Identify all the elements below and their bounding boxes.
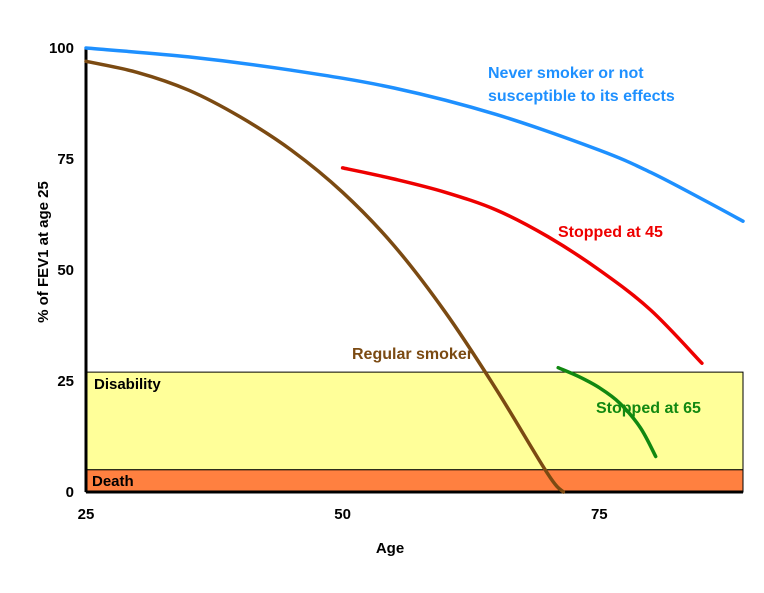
y-tick-label: 50: [57, 262, 74, 279]
regular-smoker-label: Regular smoker: [352, 346, 473, 363]
never-smoker-line: [84, 46, 745, 223]
stopped-at-65-line: [556, 365, 658, 459]
stopped-at-45-line: [340, 166, 704, 365]
y-tick-label: 100: [49, 40, 74, 57]
death-zone-label: Death: [92, 473, 134, 490]
never-smoker-label: susceptible to its effects: [488, 88, 675, 105]
x-axis-title: Age: [376, 540, 404, 557]
y-tick-label: 25: [57, 373, 74, 390]
x-tick-label: 25: [78, 506, 95, 523]
y-tick-label: 0: [66, 484, 74, 501]
regular-smoker-line: [84, 59, 566, 494]
stopped-at-65-label: Stopped at 65: [596, 400, 701, 417]
disability-zone-label: Disability: [94, 376, 161, 393]
y-axis-title: % of FEV1 at age 25: [35, 181, 52, 323]
x-tick-label: 50: [334, 506, 351, 523]
disability-zone: [85, 371, 744, 471]
y-tick-label: 75: [57, 151, 74, 168]
x-tick-label: 75: [591, 506, 608, 523]
never-smoker-label: Never smoker or not: [488, 65, 644, 82]
death-zone: [85, 469, 744, 493]
stopped-at-45-label: Stopped at 45: [558, 224, 663, 241]
